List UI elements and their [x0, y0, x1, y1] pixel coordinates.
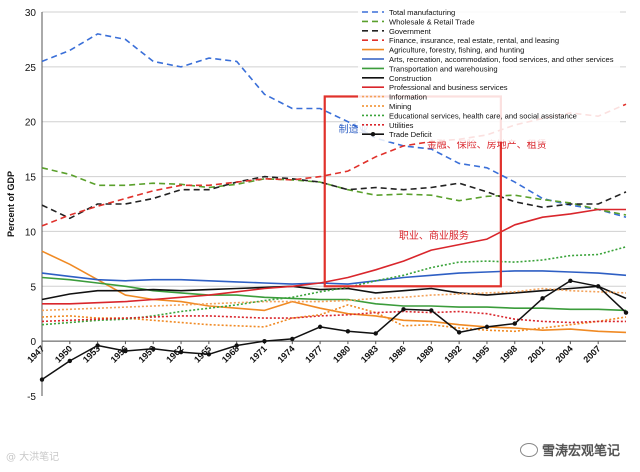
legend-label: Construction	[389, 74, 432, 83]
trade-deficit-point	[39, 377, 45, 382]
trade-deficit-point	[95, 343, 100, 348]
trade-deficit-point	[262, 338, 267, 344]
trade-deficit-point	[151, 346, 156, 352]
trade-deficit-point	[290, 336, 295, 342]
trade-deficit-point	[512, 321, 517, 326]
watermark-right: 雪涛宏观笔记	[520, 440, 620, 459]
trade-deficit-point	[595, 284, 601, 289]
legend-label: Transportation and warehousing	[389, 64, 498, 73]
y-tick-label: 20	[25, 118, 37, 129]
legend-label: Educational services, health care, and s…	[389, 111, 577, 120]
series-line-13	[41, 280, 627, 381]
legend-label: Mining	[389, 102, 411, 111]
x-tick-label: 2004	[554, 343, 575, 364]
x-tick-label: 1974	[275, 343, 296, 364]
trade-deficit-point	[317, 324, 323, 330]
trade-deficit-point	[123, 348, 128, 354]
x-tick-label: 2001	[526, 343, 547, 364]
trade-deficit-point	[401, 307, 406, 312]
series-line-12	[41, 310, 626, 324]
series-line-8	[42, 208, 626, 305]
series-line-6	[41, 276, 627, 312]
x-tick-label: 2007	[581, 343, 602, 364]
legend-label: Finance, insurance, real estate, rental,…	[389, 36, 559, 45]
legend-label: Wholesale & Retail Trade	[389, 17, 475, 26]
legend-label: Trade Deficit	[389, 130, 433, 139]
wechat-icon	[520, 443, 538, 457]
x-tick-label: 1980	[331, 343, 352, 364]
legend-label: Agriculture, forestry, fishing, and hunt…	[389, 46, 524, 55]
x-tick-label: 1998	[498, 343, 519, 364]
series-line-2	[41, 175, 627, 220]
y-tick-label: 25	[25, 63, 37, 74]
watermark-right-text: 雪涛宏观笔记	[542, 444, 621, 459]
y-tick-label: 5	[30, 282, 36, 293]
y-tick-label: 0	[30, 337, 36, 348]
trade-deficit-point	[178, 349, 184, 355]
series-line-1	[41, 167, 627, 216]
trade-deficit-point	[429, 308, 434, 313]
trade-deficit-point	[373, 331, 378, 336]
trade-deficit-point	[67, 358, 73, 364]
trade-deficit-point	[484, 324, 490, 330]
x-tick-label: 1992	[442, 343, 463, 364]
legend-label: Arts, recreation, accommodation, food se…	[389, 55, 614, 64]
trade-deficit-point	[456, 330, 462, 335]
legend-label: Professional and business services	[389, 83, 508, 92]
x-tick-label: 1956	[109, 343, 130, 364]
x-tick-label: 1995	[470, 343, 491, 364]
x-tick-label: 1983	[359, 343, 380, 364]
series-line-10	[41, 304, 627, 333]
legend-box	[358, 6, 620, 142]
x-tick-label: 1959	[136, 343, 157, 364]
x-tick-label: 1962	[164, 343, 185, 364]
legend-label: Government	[389, 27, 432, 36]
legend-marker	[370, 132, 376, 137]
series-line-0	[41, 33, 627, 218]
trade-deficit-point	[540, 296, 545, 301]
y-axis-label: Percent of GDP	[6, 171, 16, 237]
series-line-7	[41, 285, 627, 301]
x-tick-label: 1977	[303, 343, 324, 364]
series-line-9	[41, 287, 627, 312]
x-tick-label: 1947	[25, 343, 46, 364]
legend-label: Information	[389, 93, 427, 102]
series-line-5	[41, 270, 627, 285]
watermark-left: @ 大洪笔记	[6, 452, 60, 463]
annotation-label: 职业、商业服务	[399, 229, 469, 242]
trade-deficit-point	[206, 352, 212, 357]
y-tick-label: 30	[25, 8, 37, 19]
x-tick-label: 1986	[387, 343, 408, 364]
trade-deficit-point	[234, 343, 239, 348]
trade-deficit-point	[623, 310, 629, 315]
y-tick-label: 10	[25, 227, 37, 238]
series-line-4	[41, 250, 627, 334]
legend-label: Total manufacturing	[389, 8, 455, 17]
legend-label: Utilities	[389, 121, 414, 130]
y-tick-label: 15	[25, 173, 37, 184]
trade-deficit-point	[568, 278, 573, 283]
y-tick-label: -5	[27, 392, 36, 403]
x-tick-label: 1989	[415, 343, 436, 364]
x-tick-label: 1971	[248, 343, 269, 364]
trade-deficit-point	[345, 329, 351, 334]
